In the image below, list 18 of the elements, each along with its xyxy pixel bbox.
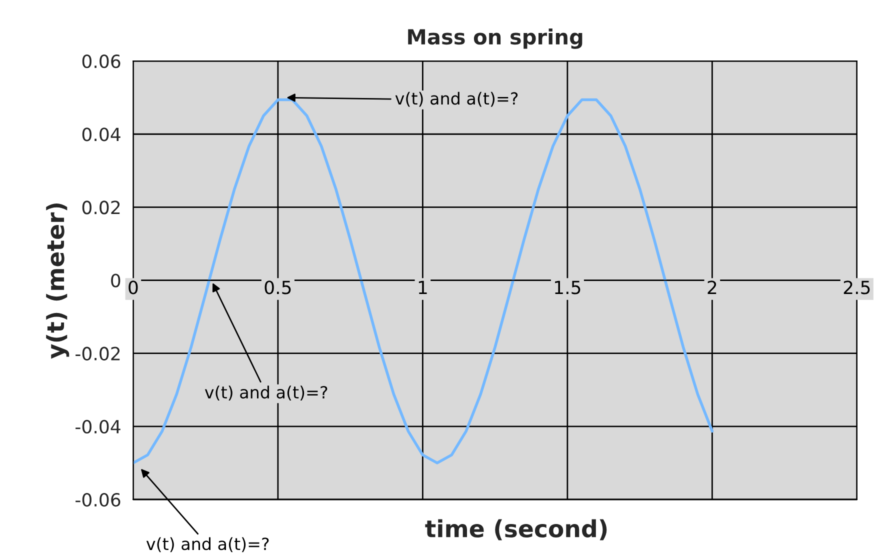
annotation: v(t) and a(t)=? [146,537,269,552]
y-axis-title: y(t) (meter) [46,203,70,359]
y-tick-label: -0.02 [76,346,120,360]
y-tick-label: -0.04 [76,420,120,434]
y-tick-label: 0.06 [82,54,120,68]
x-tick-label: 1 [418,280,427,294]
y-tick-label: -0.06 [76,492,120,507]
x-tick-label: 0.5 [264,280,291,294]
x-tick-label: 2 [708,280,716,294]
y-tick-label: 0.02 [82,200,120,214]
annotation: v(t) and a(t)=? [395,92,518,107]
x-axis-title: time (second) [425,519,607,540]
y-tick-label: 0.04 [82,128,120,142]
x-tick-label: 2.5 [844,280,870,294]
annotation: v(t) and a(t)=? [204,386,328,401]
x-tick-label: 0 [128,280,138,294]
chart-title: Mass on spring [408,28,582,49]
x-tick-label: 1.5 [555,280,580,294]
